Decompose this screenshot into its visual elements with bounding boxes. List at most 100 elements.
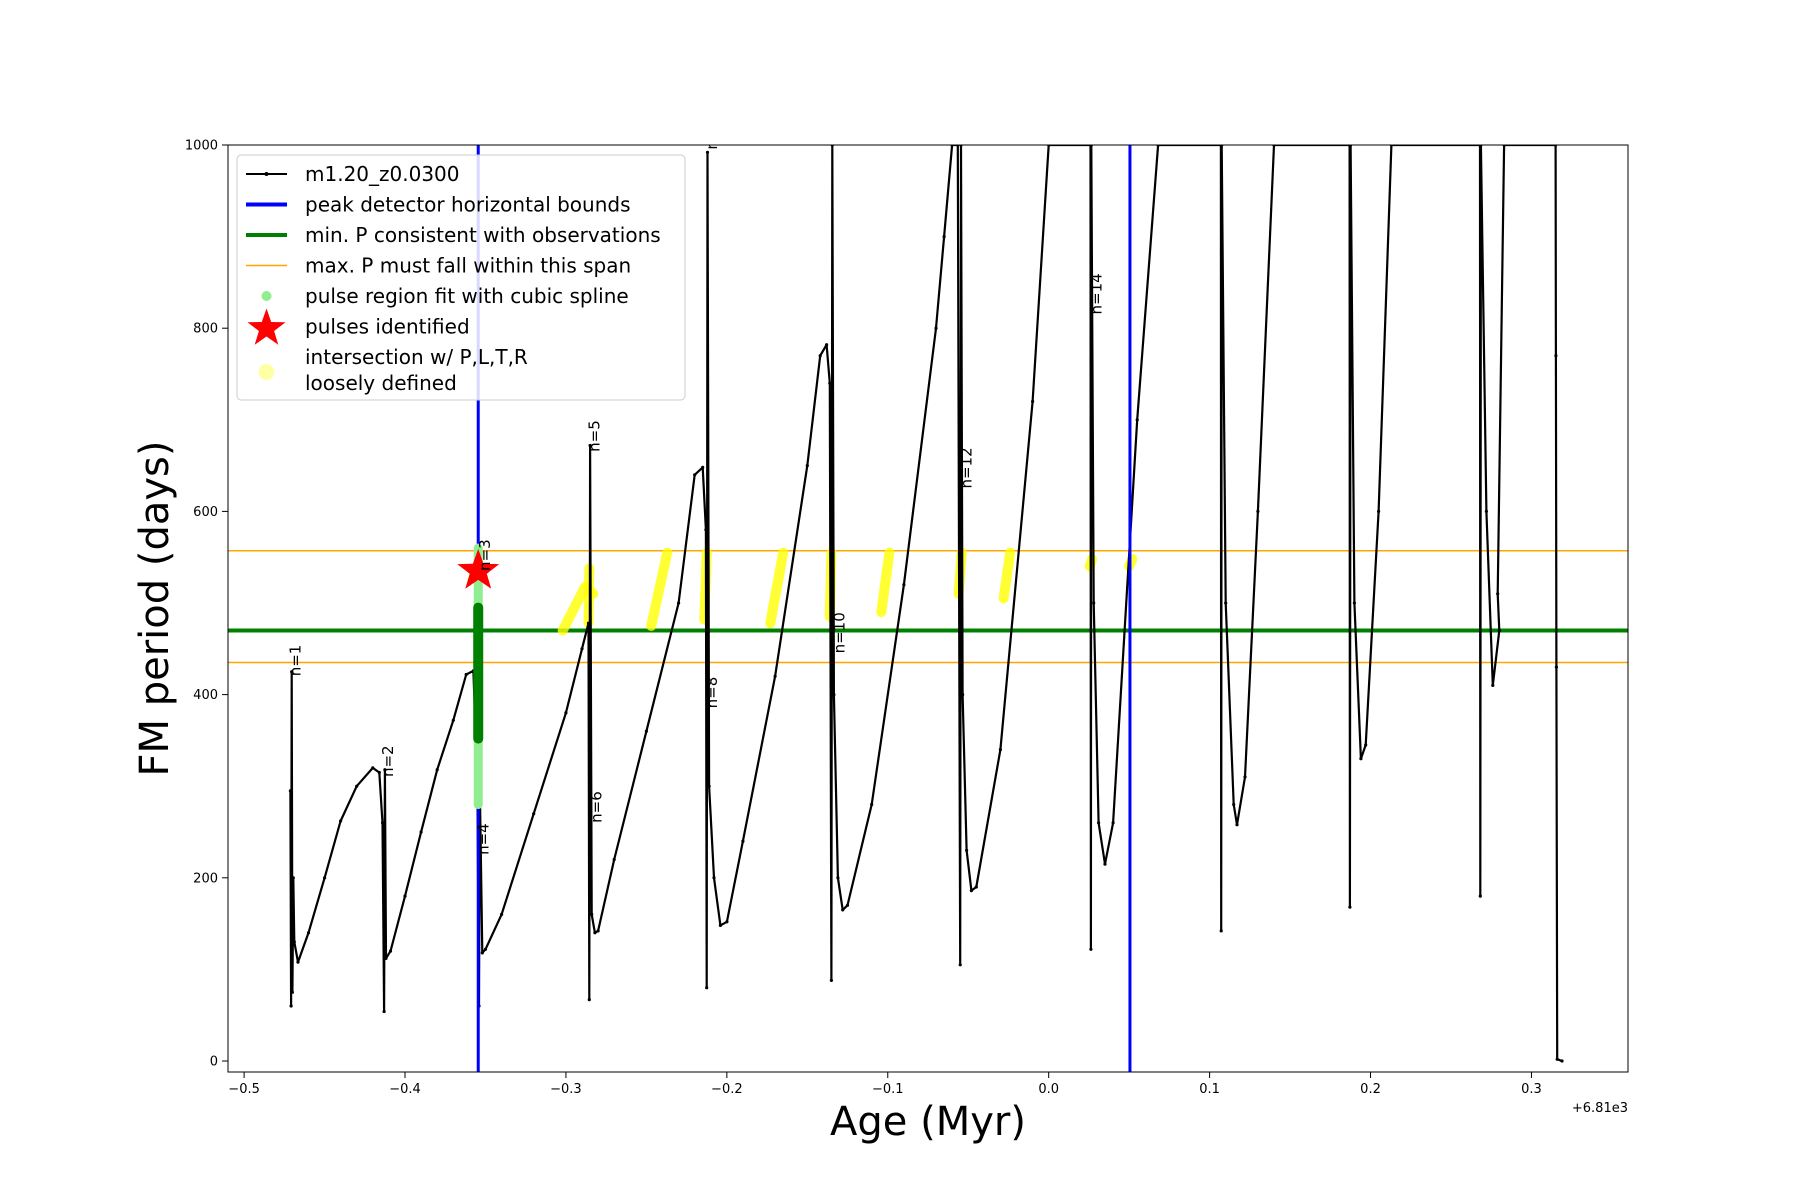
x-tick-label-1: −0.4 (389, 1082, 421, 1097)
track-point-31 (564, 711, 568, 715)
y-tick-label-1: 200 (193, 871, 218, 886)
pulse-label-8: n=10 (830, 612, 848, 653)
track-point-12 (377, 770, 381, 775)
track-point-64 (902, 583, 906, 587)
x-tick-label-0: −0.5 (228, 1082, 260, 1097)
track-point-110 (1496, 592, 1500, 596)
track-point-71 (961, 693, 965, 697)
pulse-label-0: n=1 (286, 645, 304, 677)
track-point-60 (836, 876, 840, 880)
track-point-51 (741, 839, 745, 843)
legend-label-line-0: max. P must fall within this span (305, 254, 631, 278)
track-point-4 (291, 876, 295, 880)
pulse-label-4: n=5 (586, 420, 604, 452)
legend-entry-5: pulses identified (247, 308, 470, 345)
axes: −0.5 −0.4 −0.3 −0.2 −0.1 0.0 0.1 0.2 0.3 0 200 400 6… (185, 139, 1542, 1098)
pulse-label-5: n=6 (587, 791, 605, 823)
track-point-108 (1491, 683, 1495, 688)
y-tick-label-2: 400 (193, 688, 218, 703)
legend-label-line-0: min. P consistent with observations (305, 223, 661, 247)
y-tick-label-3: 600 (193, 505, 218, 520)
track-point-66 (942, 235, 946, 239)
legend-handle-pulse (247, 308, 286, 345)
legend-label-line-1: loosely defined (305, 371, 457, 395)
track-point-54 (818, 354, 822, 358)
legend-entry-0: m1.20_z0.0300 (246, 162, 460, 186)
track-point-102 (1377, 509, 1381, 513)
pulse-label-1: n=2 (379, 745, 397, 777)
track-point-65 (934, 326, 938, 330)
pulse-label-7: n=8 (703, 677, 721, 709)
legend-entry-3: max. P must fall within this span (246, 254, 631, 278)
track-line (289, 145, 1563, 1063)
track-point-75 (998, 748, 1003, 752)
track-point-38 (596, 929, 600, 933)
track-point-6 (296, 960, 300, 964)
track-point-56 (828, 381, 832, 385)
pulse-label-6: n=7 (703, 118, 721, 150)
track-point-46 (705, 150, 710, 154)
legend-label-line-0: intersection w/ P,L,T,R (305, 345, 528, 369)
track-point-9 (339, 819, 343, 823)
track-point-52 (773, 674, 777, 678)
pulse-star-0 (457, 548, 500, 589)
track-point-29 (500, 912, 504, 917)
legend-entry-1: peak detector horizontal bounds (246, 193, 631, 217)
track-point-93 (1243, 775, 1247, 779)
legend-label-line-0: pulses identified (305, 315, 470, 339)
legend-entry-6: intersection w/ P,L,T,R loosely defined (258, 345, 528, 395)
track-point-28 (483, 947, 488, 951)
track-point-33 (586, 621, 591, 625)
legend-handle-spline (261, 291, 272, 301)
track-point-107 (1484, 509, 1488, 513)
track-point-116 (1560, 1059, 1564, 1063)
track-point-10 (355, 784, 359, 788)
track-point-17 (388, 949, 393, 953)
track-point-22 (464, 672, 468, 677)
track-point-91 (1232, 802, 1236, 807)
pulse-label-10: n=14 (1088, 273, 1106, 314)
legend-handle-track-dot (264, 172, 269, 176)
legend-label-6: intersection w/ P,L,T,R loosely defined (305, 345, 528, 395)
track-point-43 (701, 465, 705, 469)
track-point-79 (1089, 947, 1093, 951)
x-offset-text: +6.81e3 (1572, 1101, 1628, 1116)
track-point-1 (289, 1004, 293, 1008)
track-point-76 (1031, 399, 1035, 404)
legend-frame (236, 154, 686, 401)
x-tick-label-8: 0.3 (1521, 1082, 1542, 1097)
track-point-84 (1111, 821, 1115, 825)
track-point-72 (965, 848, 969, 852)
x-tick-label-7: 0.2 (1360, 1082, 1381, 1097)
track-point-92 (1235, 823, 1239, 827)
track-point-13 (380, 821, 385, 825)
y-tick-label-5: 1000 (185, 139, 218, 154)
track-point-7 (306, 931, 311, 935)
track-point-50 (725, 920, 729, 924)
legend-label-1: peak detector horizontal bounds (305, 193, 631, 217)
track-point-3 (290, 990, 294, 994)
track-point-115 (1555, 1057, 1559, 1061)
track-point-5 (292, 940, 296, 944)
track-point-35 (588, 443, 592, 448)
track-point-69 (958, 963, 962, 967)
track-point-0 (288, 789, 292, 793)
track-point-53 (805, 464, 809, 468)
x-tick-label-5: 0.0 (1038, 1082, 1059, 1097)
track-point-36 (590, 912, 594, 917)
x-axis-title: Age (Myr) (830, 1099, 1026, 1145)
track-point-49 (718, 923, 723, 928)
track-point-114 (1554, 665, 1558, 669)
y-tick-label-4: 800 (193, 322, 218, 337)
track-point-63 (870, 802, 874, 807)
legend-label-line-0: pulse region fit with cubic spline (305, 284, 629, 308)
x-tick-label-6: 0.1 (1199, 1082, 1220, 1097)
legend-label-line-0: m1.20_z0.0300 (305, 162, 460, 186)
x-tick-label-4: −0.1 (872, 1082, 904, 1097)
track-point-18 (403, 894, 407, 898)
track-point-73 (969, 889, 974, 893)
track-point-55 (825, 343, 829, 347)
track-point-61 (841, 908, 845, 912)
track-point-20 (435, 768, 439, 772)
